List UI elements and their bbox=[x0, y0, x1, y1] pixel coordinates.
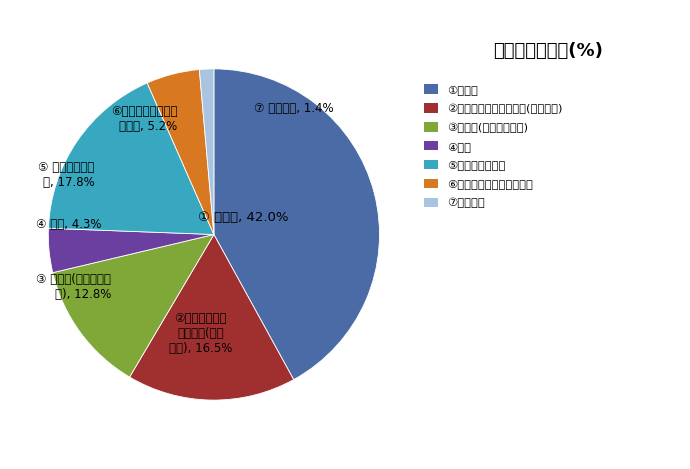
Wedge shape bbox=[48, 83, 214, 234]
Wedge shape bbox=[52, 234, 214, 377]
Text: ⑥プラスチック製容
器包装, 5.2%: ⑥プラスチック製容 器包装, 5.2% bbox=[111, 105, 177, 133]
Text: ④ 布類, 4.3%: ④ 布類, 4.3% bbox=[36, 218, 101, 231]
Wedge shape bbox=[214, 69, 380, 379]
Text: ③ 紙ごみ(ティッシュ
等), 12.8%: ③ 紙ごみ(ティッシュ 等), 12.8% bbox=[37, 273, 111, 302]
Text: ⑤ その他可燃物
類, 17.8%: ⑤ その他可燃物 類, 17.8% bbox=[39, 161, 95, 189]
Wedge shape bbox=[130, 234, 294, 400]
Wedge shape bbox=[199, 69, 214, 234]
Wedge shape bbox=[147, 69, 214, 234]
Text: 可燃ごみの内訳(%): 可燃ごみの内訳(%) bbox=[493, 42, 604, 60]
Text: ⑦ 不燃物類, 1.4%: ⑦ 不燃物類, 1.4% bbox=[254, 102, 333, 115]
Text: ① 生ごみ, 42.0%: ① 生ごみ, 42.0% bbox=[199, 212, 289, 225]
Legend: ①生ごみ, ②リサイクルできる紙類(雑がみ等), ③紙ごみ(ティッシュ等), ④布類, ⑤その他可燃物類, ⑥プラスチック製容器包装, ⑦不燃物類: ①生ごみ, ②リサイクルできる紙類(雑がみ等), ③紙ごみ(ティッシュ等), ④… bbox=[424, 84, 562, 208]
Wedge shape bbox=[48, 228, 214, 272]
Text: ②リサイクルで
きる紙類(雑が
み等), 16.5%: ②リサイクルで きる紙類(雑が み等), 16.5% bbox=[169, 312, 233, 356]
